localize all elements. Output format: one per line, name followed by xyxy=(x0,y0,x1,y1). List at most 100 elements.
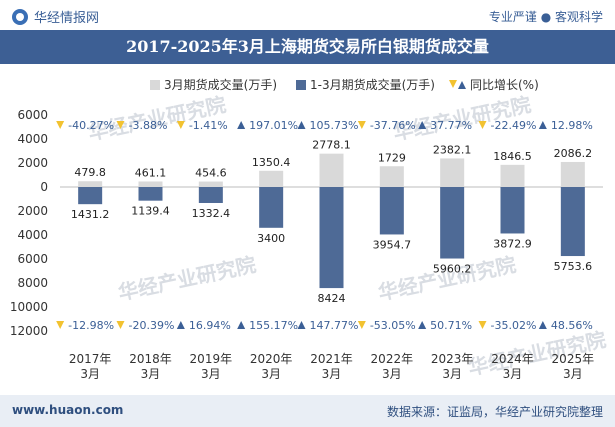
bar-3m xyxy=(138,181,163,187)
growth-3m-label: 37.77% xyxy=(430,119,472,132)
bar-ytd xyxy=(440,187,465,259)
triangle-down-icon xyxy=(357,121,366,129)
footer-source: 数据来源：证监局，华经产业研究院整理 xyxy=(386,405,603,419)
data-label-ytd: 3400 xyxy=(257,232,285,245)
x-tick-label-line: 2021年 xyxy=(310,352,353,366)
watermark-text: 华经产业研究院 xyxy=(376,252,518,305)
data-label-ytd: 1332.4 xyxy=(192,207,231,220)
triangle-up-icon xyxy=(237,121,246,129)
x-tick-label-line: 3月 xyxy=(442,367,462,381)
triangle-up-icon xyxy=(176,321,185,329)
y-tick-label: 8000 xyxy=(17,276,48,290)
bar-3m xyxy=(259,170,284,187)
bar-ytd xyxy=(259,187,284,228)
triangle-up-icon xyxy=(418,321,427,329)
data-label-ytd: 1431.2 xyxy=(71,208,110,221)
growth-3m-label: -22.49% xyxy=(491,119,537,132)
y-tick-label: 2000 xyxy=(17,156,48,170)
y-tick-label: 12000 xyxy=(10,324,48,338)
x-tick-label: 2021年 3月 xyxy=(310,352,353,381)
brand[interactable]: 华经情报网 xyxy=(12,7,99,26)
y-tick-label: 4000 xyxy=(17,228,48,242)
legend-label-s2: 1-3月期货成交量(万手) xyxy=(310,77,435,92)
data-label-ytd: 8424 xyxy=(318,292,346,305)
growth-3m-label: 197.01% xyxy=(249,119,298,132)
legend-label-s1: 3月期货成交量(万手) xyxy=(164,77,277,92)
growth-ytd-label: -12.98% xyxy=(68,319,114,332)
x-tick-label-line: 2022年 xyxy=(371,352,414,366)
growth-ytd-label: 50.71% xyxy=(430,319,472,332)
bar-ytd xyxy=(500,187,525,234)
growth-ytd-label: 16.94% xyxy=(189,319,231,332)
y-tick-label: 10000 xyxy=(10,300,48,314)
y-tick-label: 6000 xyxy=(17,252,48,266)
x-tick-label-line: 2023年 xyxy=(431,352,474,366)
x-tick-label-line: 3月 xyxy=(261,367,281,381)
bar-ytd xyxy=(379,187,404,235)
y-tick-label: 2000 xyxy=(17,204,48,218)
triangle-down-icon xyxy=(56,121,65,129)
x-tick-label-line: 3月 xyxy=(201,367,221,381)
data-label-3m: 479.8 xyxy=(74,166,106,179)
x-tick-label-line: 3月 xyxy=(563,367,583,381)
triangle-down-icon xyxy=(176,121,185,129)
x-tick-label: 2019年 3月 xyxy=(190,352,233,381)
footer-url[interactable]: www.huaon.com xyxy=(12,403,124,417)
bar-ytd xyxy=(319,187,344,289)
y-tick-label: 6000 xyxy=(17,108,48,122)
data-label-3m: 2086.2 xyxy=(554,147,593,160)
triangle-up-icon xyxy=(538,321,547,329)
growth-ytd-label: -20.39% xyxy=(129,319,175,332)
data-label-ytd: 3954.7 xyxy=(373,238,412,251)
x-tick-label-line: 2024年 xyxy=(491,352,534,366)
growth-labels: -40.27% -12.98% -3.88% -20.39% -1.41% 16.94% 1… xyxy=(56,119,593,332)
growth-ytd-label: -53.05% xyxy=(370,319,416,332)
triangle-up-icon xyxy=(297,321,306,329)
growth-3m-label: -40.27% xyxy=(68,119,114,132)
data-labels: 479.8 1431.2 461.1 1139.4 454.6 1332.4 1350.4 3… xyxy=(71,139,592,305)
bar-3m xyxy=(440,158,465,187)
bar-3m xyxy=(78,181,103,187)
x-tick-label: 2022年 3月 xyxy=(371,352,414,381)
growth-ytd-label: 147.77% xyxy=(310,319,359,332)
bar-3m xyxy=(500,164,525,187)
data-label-3m: 1729 xyxy=(378,151,406,164)
tagline: 专业严谨 ● 客观科学 xyxy=(488,10,603,24)
x-tick-label: 2023年 3月 xyxy=(431,352,474,381)
legend-triangle-up-icon xyxy=(458,81,466,89)
growth-3m-label: -37.76% xyxy=(370,119,416,132)
x-tick-label: 2024年 3月 xyxy=(491,352,534,381)
legend-triangle-down-icon xyxy=(449,80,457,88)
data-label-3m: 461.1 xyxy=(135,166,167,179)
growth-3m-label: 12.98% xyxy=(551,119,593,132)
growth-3m-label: -3.88% xyxy=(129,119,168,132)
triangle-down-icon xyxy=(357,321,366,329)
x-tick-label-line: 2018年 xyxy=(129,352,172,366)
bar-ytd xyxy=(138,187,163,201)
triangle-down-icon xyxy=(478,121,487,129)
growth-ytd-label: -35.02% xyxy=(491,319,537,332)
data-label-ytd: 3872.9 xyxy=(493,237,532,250)
triangle-up-icon xyxy=(297,121,306,129)
bar-3m xyxy=(198,181,223,187)
y-tick-label: 4000 xyxy=(17,132,48,146)
growth-ytd-label: 155.17% xyxy=(249,319,298,332)
triangle-down-icon xyxy=(116,321,125,329)
x-tick-label-line: 2025年 xyxy=(552,352,595,366)
legend-label-s3: 同比增长(%) xyxy=(470,78,539,92)
bar-3m xyxy=(379,166,404,187)
data-label-3m: 2778.1 xyxy=(312,139,351,152)
data-label-ytd: 5753.6 xyxy=(554,260,593,273)
bar-3m xyxy=(319,153,344,187)
growth-ytd-label: 48.56% xyxy=(551,319,593,332)
growth-3m-label: 105.73% xyxy=(310,119,359,132)
x-tick-label-line: 3月 xyxy=(80,367,100,381)
bar-3m xyxy=(560,161,585,187)
data-label-3m: 2382.1 xyxy=(433,143,472,156)
legend: 3月期货成交量(万手) 1-3月期货成交量(万手) 同比增长(%) xyxy=(150,77,539,92)
x-tick-label: 2018年 3月 xyxy=(129,352,172,381)
x-tick-label: 2017年 3月 xyxy=(69,352,112,381)
